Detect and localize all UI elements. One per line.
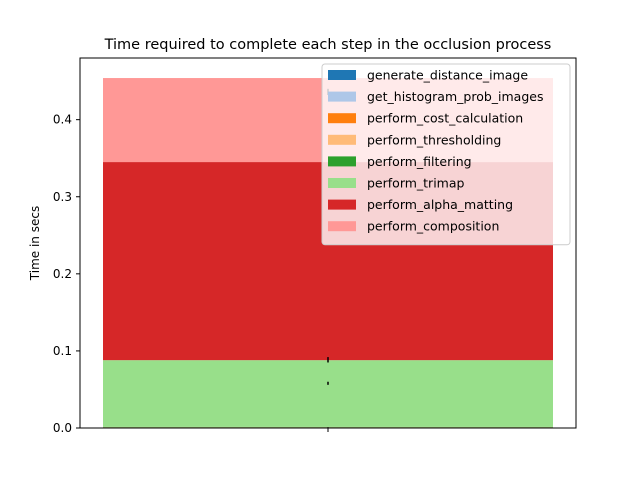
legend-swatch xyxy=(328,178,356,188)
legend-swatch xyxy=(328,91,356,102)
y-tick-label: 0.1 xyxy=(53,344,72,358)
legend-swatch xyxy=(328,221,356,232)
legend-swatch xyxy=(328,156,356,167)
bar-segment-perform-trimap xyxy=(103,360,553,427)
legend: generate_distance_image get_histogram_pro… xyxy=(321,63,571,246)
legend-swatch xyxy=(328,70,356,80)
legend-swatch xyxy=(328,134,356,145)
legend-label: perform_trimap xyxy=(367,176,465,191)
y-axis-label: Time in secs xyxy=(28,206,42,281)
legend-label: perform_composition xyxy=(367,219,499,234)
y-axis: 0.0 0.1 0.2 0.3 0.4 xyxy=(53,113,329,435)
y-tick-label: 0.0 xyxy=(53,421,72,435)
y-tick-label: 0.2 xyxy=(53,267,72,281)
legend-label: generate_distance_image xyxy=(367,68,528,83)
legend-swatch xyxy=(328,113,356,124)
legend-label: get_histogram_prob_images xyxy=(367,89,543,104)
legend-label: perform_cost_calculation xyxy=(367,111,523,126)
legend-swatch xyxy=(328,199,356,210)
y-tick-label: 0.3 xyxy=(53,190,72,204)
y-tick-label: 0.4 xyxy=(53,113,72,127)
chart-title: Time required to complete each step in t… xyxy=(104,37,552,53)
legend-box xyxy=(321,63,571,246)
legend-label: perform_thresholding xyxy=(367,132,501,147)
legend-label: perform_alpha_matting xyxy=(367,197,513,212)
legend-label: perform_filtering xyxy=(367,154,472,169)
